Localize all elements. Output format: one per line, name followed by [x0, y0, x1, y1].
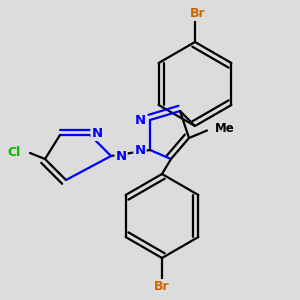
- Text: N: N: [134, 143, 146, 157]
- Text: N: N: [116, 149, 127, 163]
- Text: N: N: [134, 113, 146, 127]
- Text: N: N: [92, 127, 103, 140]
- Text: Br: Br: [154, 280, 170, 293]
- Text: Cl: Cl: [8, 146, 21, 160]
- Text: Me: Me: [214, 122, 234, 136]
- Text: Br: Br: [190, 7, 206, 20]
